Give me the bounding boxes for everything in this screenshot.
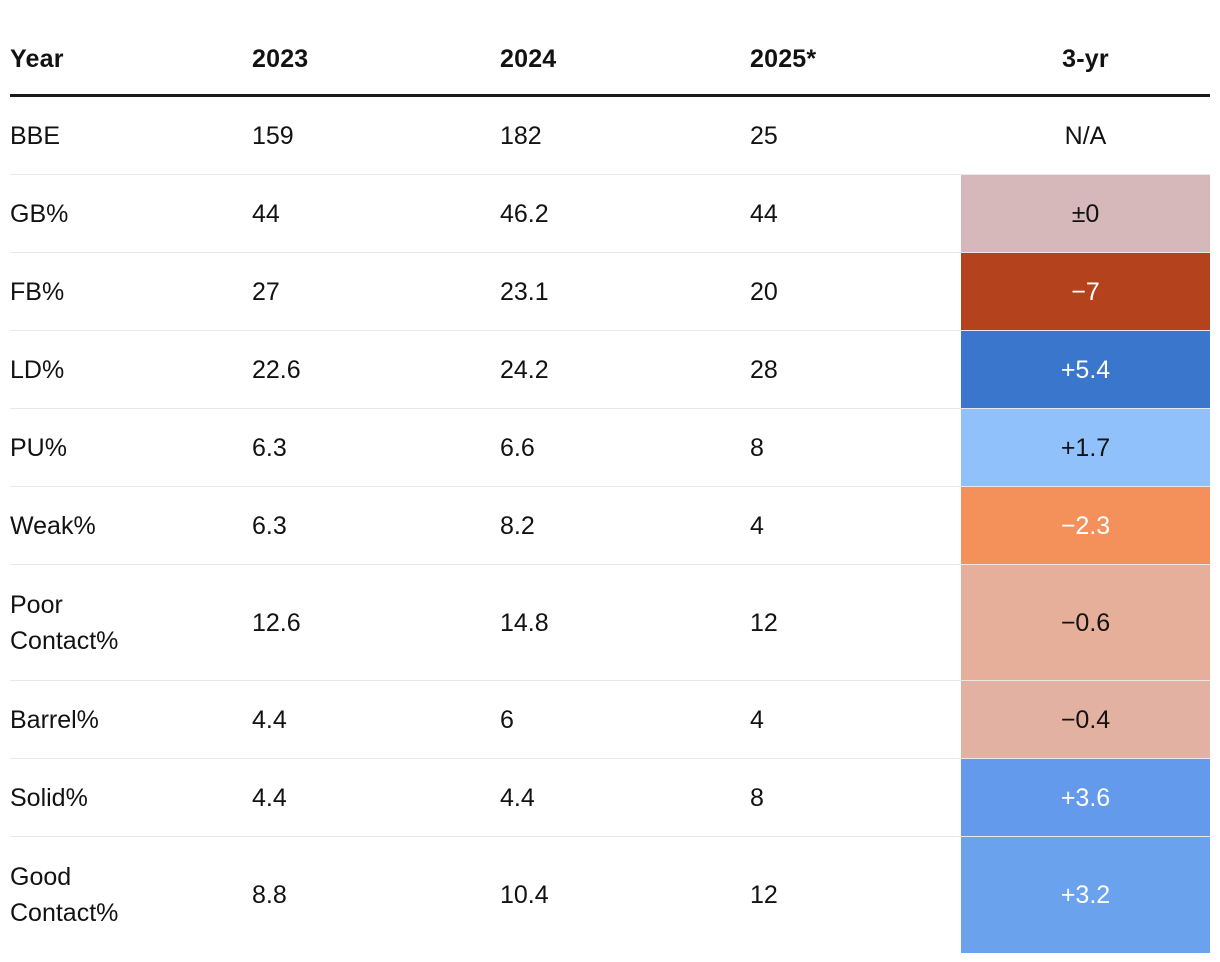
cell-2025: 25	[750, 121, 778, 150]
cell-2025: 12	[750, 881, 778, 909]
cell-2025: 44	[750, 199, 778, 228]
cell-2025: 4	[750, 511, 764, 540]
cell-3yr-delta: +3.6	[961, 759, 1210, 836]
cell-3yr-delta: −7	[961, 253, 1210, 330]
cell-3yr-delta: ±0	[961, 175, 1210, 252]
cell-2024: 23.1	[500, 277, 549, 306]
cell-2023: 27	[252, 277, 280, 306]
table-row-fb: FB% 27 23.1 20 −7	[10, 253, 1210, 331]
cell-2023: 4.4	[252, 783, 287, 812]
table-row-pu: PU% 6.3 6.6 8 +1.7	[10, 409, 1210, 487]
cell-2025: 12	[750, 608, 778, 637]
cell-2025: 4	[750, 705, 764, 734]
cell-2025: 8	[750, 783, 764, 812]
cell-metric: Weak%	[10, 487, 252, 564]
cell-2023: 22.6	[252, 355, 301, 384]
cell-metric: GB%	[10, 175, 252, 252]
metric-label: Barrel%	[10, 705, 99, 734]
table-row-barrel: Barrel% 4.4 6 4 −0.4	[10, 681, 1210, 759]
cell-2023: 159	[252, 121, 294, 150]
cell-3yr-delta: +5.4	[961, 331, 1210, 408]
cell-2023: 12.6	[252, 608, 301, 637]
cell-2025: 28	[750, 355, 778, 384]
table-row-good-contact: Good Contact% 8.8 10.4 12 +3.2	[10, 837, 1210, 953]
metric-label: GB%	[10, 199, 69, 228]
cell-2024: 6.6	[500, 433, 535, 462]
cell-metric: Solid%	[10, 759, 252, 836]
cell-3yr-delta: +1.7	[961, 409, 1210, 486]
cell-3yr-delta: +3.2	[961, 837, 1210, 953]
table-row-ld: LD% 22.6 24.2 28 +5.4	[10, 331, 1210, 409]
cell-2024: 4.4	[500, 783, 535, 812]
cell-2024: 24.2	[500, 355, 549, 384]
cell-3yr-delta: −0.4	[961, 681, 1210, 758]
metric-label: LD%	[10, 355, 65, 384]
cell-2023: 44	[252, 199, 280, 228]
metric-label: Solid%	[10, 783, 88, 812]
header-cell-3yr: 3-yr	[1062, 45, 1109, 73]
cell-2023: 8.8	[252, 881, 287, 909]
cell-2024: 46.2	[500, 199, 549, 228]
cell-2023: 4.4	[252, 705, 287, 734]
table-row-solid: Solid% 4.4 4.4 8 +3.6	[10, 759, 1210, 837]
table-row-poor-contact: Poor Contact% 12.6 14.8 12 −0.6	[10, 565, 1210, 681]
metric-label: BBE	[10, 121, 61, 150]
cell-metric: Poor Contact%	[10, 565, 252, 680]
metric-label: FB%	[10, 277, 65, 306]
cell-3yr-delta: N/A	[961, 97, 1210, 174]
metric-label: Good Contact%	[10, 863, 119, 927]
cell-metric: Good Contact%	[10, 837, 252, 953]
header-cell-2023: 2023	[252, 45, 309, 73]
stats-table: Year 2023 2024 2025* 3-yr BBE 159 182 25…	[10, 0, 1210, 953]
cell-3yr-delta: −2.3	[961, 487, 1210, 564]
metric-label: Weak%	[10, 511, 96, 540]
cell-metric: PU%	[10, 409, 252, 486]
header-cell-2024: 2024	[500, 45, 557, 73]
table-row-bbe: BBE 159 182 25 N/A	[10, 97, 1210, 175]
cell-metric: LD%	[10, 331, 252, 408]
header-cell-year: Year	[10, 45, 64, 73]
cell-2024: 8.2	[500, 511, 535, 540]
metric-label: Poor Contact%	[10, 590, 119, 655]
cell-2024: 10.4	[500, 881, 549, 909]
cell-2025: 8	[750, 433, 764, 462]
cell-2024: 14.8	[500, 608, 549, 637]
cell-2024: 182	[500, 121, 542, 150]
cell-metric: BBE	[10, 97, 252, 174]
bottom-margin	[0, 953, 1220, 962]
table-row-gb: GB% 44 46.2 44 ±0	[10, 175, 1210, 253]
cell-3yr-delta: −0.6	[961, 565, 1210, 680]
cell-metric: Barrel%	[10, 681, 252, 758]
table-row-weak: Weak% 6.3 8.2 4 −2.3	[10, 487, 1210, 565]
cell-2023: 6.3	[252, 433, 287, 462]
cell-2024: 6	[500, 705, 514, 734]
cell-2025: 20	[750, 277, 778, 306]
cell-2023: 6.3	[252, 511, 287, 540]
metric-label: PU%	[10, 433, 67, 462]
header-cell-2025: 2025*	[750, 45, 817, 73]
table-header-row: Year 2023 2024 2025* 3-yr	[10, 0, 1210, 97]
cell-metric: FB%	[10, 253, 252, 330]
